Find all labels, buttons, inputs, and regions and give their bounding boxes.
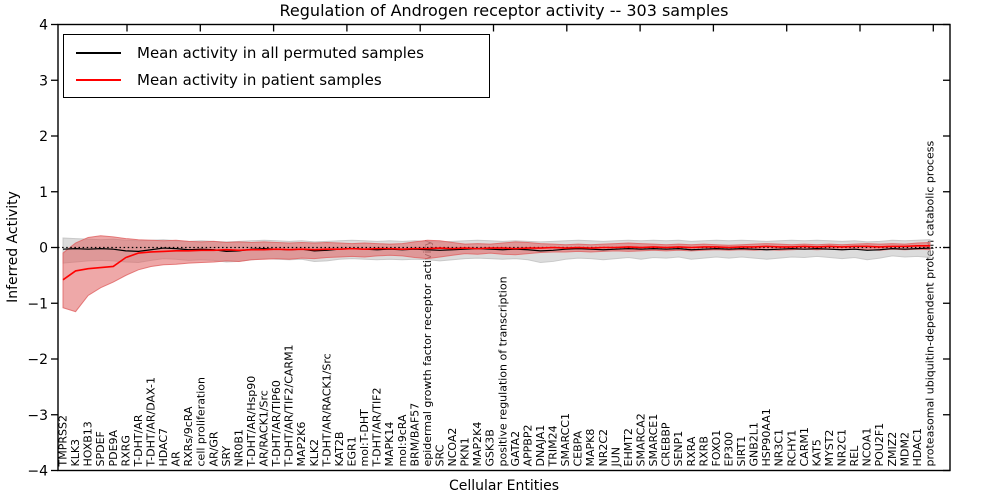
x-tick-label: MAP2K4 [471, 422, 484, 467]
x-tick-label: NCOA2 [446, 428, 459, 467]
y-tick-labels: −4 −3 −2 −1 0 1 2 3 4 [27, 18, 48, 480]
y-tick-label: −1 [27, 296, 48, 312]
x-tick-label: NR0B1 [232, 429, 245, 466]
x-tick-label: AR/RACK1/Src [258, 390, 271, 466]
y-tick-label: 2 [39, 129, 48, 145]
legend: Mean activity in all permuted samples Me… [63, 34, 490, 98]
x-tick-label: AR/GR [207, 431, 220, 466]
x-tick-label: SMARCE1 [647, 414, 660, 467]
y-tick-label: −2 [27, 352, 48, 368]
x-tick-label: RXRB [697, 436, 710, 466]
x-tick-label: mol:9cRA [396, 414, 409, 466]
y-axis-label: Inferred Activity [5, 191, 21, 303]
x-tick-label: T-DHT/AR/DAX-1 [144, 377, 157, 467]
x-tick-label: GNB2L1 [748, 422, 761, 466]
legend-label: Mean activity in all permuted samples [137, 43, 424, 62]
patient-line-sample-icon [76, 78, 121, 81]
axis-ticks [51, 23, 950, 472]
x-tick-label: CREBBP [660, 422, 673, 466]
x-tick-label: SENP1 [672, 431, 685, 467]
x-tick-label: T-DHT/AR/TIF2 [371, 387, 384, 467]
x-tick-label: PDE9A [107, 429, 120, 466]
x-tick-label: cell proliferation [195, 377, 208, 467]
x-tick-label: GATA2 [509, 431, 522, 467]
x-tick-label: TMPRSS2 [57, 415, 70, 467]
x-tick-label: JUN [609, 447, 622, 468]
x-tick-label: SRC [433, 444, 446, 466]
x-tick-label: KLK3 [69, 439, 82, 467]
legend-item-permuted: Mean activity in all permuted samples [76, 44, 489, 62]
x-tick-label: mol:T-DHT [358, 409, 371, 467]
x-tick-label: DNAJA1 [534, 425, 547, 467]
x-tick-label: RXRA [685, 436, 698, 466]
x-tick-label: TRIM24 [547, 425, 560, 467]
x-tick-label: RXRs/9cRA [182, 406, 195, 467]
x-tick-label: SMARCC1 [559, 413, 572, 466]
x-tick-label: T-DHT/AR/Hsp90 [245, 376, 258, 468]
x-tick-label: APPBP2 [521, 425, 534, 467]
y-tick-label: 0 [39, 241, 48, 257]
x-tick-label: proteasomal ubiquitin-dependent protein … [924, 141, 937, 467]
patient-band [62, 235, 931, 313]
x-tick-label: NR2C1 [836, 429, 849, 467]
y-tick-label: 3 [39, 73, 48, 89]
permuted-mean-line [62, 247, 931, 253]
x-tick-label: HSP90AA1 [760, 408, 773, 466]
x-tick-label: KAT2B [333, 432, 346, 467]
x-tick-label: MYST2 [823, 430, 836, 467]
x-tick-label: HOXB13 [82, 421, 95, 466]
x-tick-label: EP300 [722, 432, 735, 467]
x-tick-label: MAPK8 [584, 429, 597, 467]
x-tick-label: MAPK14 [383, 422, 396, 467]
x-tick-label: FOXO1 [710, 430, 723, 467]
legend-label: Mean activity in patient samples [137, 70, 382, 89]
y-tick-label: 1 [39, 185, 48, 201]
x-tick-label: RCHY1 [785, 430, 798, 467]
x-tick-label: SRY [220, 446, 233, 467]
x-tick-label: CEBPA [572, 430, 585, 466]
x-tick-label: KLK2 [308, 439, 321, 467]
y-tick-label: 4 [39, 18, 48, 34]
x-tick-label: CARM1 [798, 427, 811, 466]
x-tick-label: NR2C2 [597, 429, 610, 467]
y-tick-label: −4 [27, 464, 48, 480]
patient-mean-line [62, 245, 930, 281]
x-tick-label: T-DHT/AR [132, 414, 145, 467]
x-tick-label: POU2F1 [873, 423, 886, 467]
x-tick-label: positive regulation of transcription [496, 276, 509, 466]
x-tick-label: GSK3B [484, 429, 497, 466]
x-category-labels: TMPRSS2 KLK3 HOXB13 SPDEF PDE9A RXRG T-DHT/AR T… [57, 141, 937, 468]
x-tick-label: HDAC1 [911, 428, 924, 467]
legend-item-patient: Mean activity in patient samples [76, 71, 489, 89]
permuted-line-sample-icon [76, 51, 121, 54]
x-tick-label: T-DHT/AR/TIF2/CARM1 [283, 344, 296, 467]
x-tick-label: KAT5 [810, 439, 823, 466]
x-tick-label: SPDEF [94, 431, 107, 466]
x-axis-label: Cellular Entities [448, 478, 560, 494]
x-tick-label: MDM2 [898, 432, 911, 466]
x-tick-label: EGR1 [346, 436, 359, 466]
x-tick-label: SIRT1 [735, 436, 748, 467]
x-tick-label: SMARCA2 [635, 413, 648, 466]
x-tick-label: T-DHT/AR/TIP60 [270, 380, 283, 467]
x-tick-label: NCOA1 [861, 428, 874, 467]
x-tick-label: AR [170, 451, 183, 467]
x-tick-label: MAP2K6 [295, 422, 308, 467]
chart-title: Regulation of Androgen receptor activity… [279, 1, 729, 20]
x-tick-label: REL [848, 445, 861, 467]
x-tick-label: RXRG [119, 435, 132, 466]
x-tick-label: epidermal growth factor receptor activit… [421, 239, 434, 466]
x-tick-label: HDAC7 [157, 428, 170, 467]
x-tick-label: T-DHT/AR/RACK1/Src [320, 353, 333, 467]
x-tick-label: ZMIZ2 [886, 432, 899, 467]
y-tick-label: −3 [27, 408, 48, 424]
x-tick-label: NR3C1 [773, 429, 786, 467]
x-tick-label: PKN1 [459, 437, 472, 466]
x-tick-label: BRM/BAF57 [408, 403, 421, 467]
x-tick-label: EHMT2 [622, 428, 635, 466]
